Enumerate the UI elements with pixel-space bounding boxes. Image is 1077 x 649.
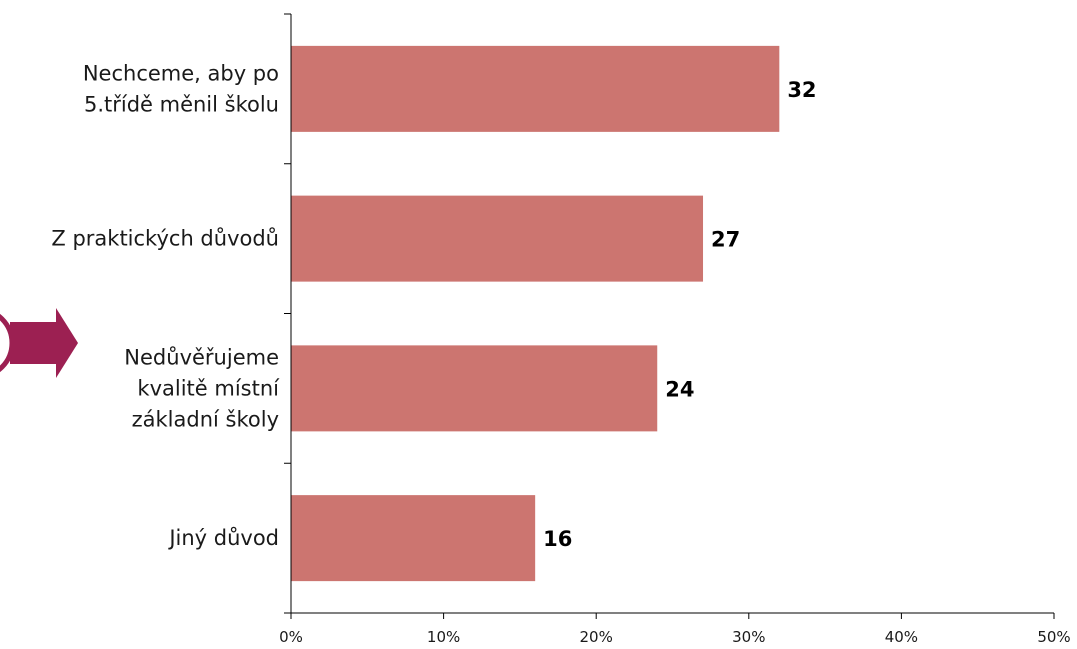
- x-tick-label: 50%: [1037, 628, 1070, 646]
- bar: [291, 345, 658, 432]
- x-tick-label: 0%: [279, 628, 303, 646]
- category-label-line: základní školy: [132, 407, 279, 431]
- axes: 0% 10% 20% 30% 40% 50%: [279, 13, 1071, 646]
- category-label: Nechceme, aby po 5.třídě měnil školu: [83, 61, 279, 116]
- category-label-line: Nechceme, aby po: [83, 61, 279, 85]
- arrow-head: [56, 308, 78, 378]
- value-label: 24: [665, 377, 694, 401]
- bar: [291, 495, 536, 582]
- bar: [291, 195, 704, 282]
- category-labels: Nechceme, aby po 5.třídě měnil školu Z pra…: [51, 61, 280, 550]
- category-label-line: kvalitě místní: [137, 376, 280, 400]
- category-label-line: Jiný důvod: [167, 526, 279, 550]
- value-label: 32: [787, 78, 816, 102]
- arrow-icon: [0, 308, 78, 378]
- bars-group: [291, 45, 780, 582]
- category-label: Z praktických důvodů: [51, 227, 279, 251]
- x-tick-label: 30%: [732, 628, 765, 646]
- category-label: Nedůvěřujeme kvalitě místní základní školy: [124, 345, 280, 431]
- arrow-ring: [0, 313, 15, 373]
- arrow-shaft: [10, 322, 56, 364]
- x-tick-label: 10%: [427, 628, 460, 646]
- value-label: 16: [543, 527, 572, 551]
- category-label-line: 5.třídě měnil školu: [84, 92, 279, 116]
- category-label-line: Z praktických důvodů: [51, 227, 279, 251]
- category-label-line: Nedůvěřujeme: [124, 345, 279, 369]
- value-labels: 32 27 24 16: [543, 78, 816, 551]
- x-tick-label: 20%: [580, 628, 613, 646]
- value-label: 27: [711, 228, 740, 252]
- x-tick-label: 40%: [885, 628, 918, 646]
- bar: [291, 45, 780, 132]
- category-label: Jiný důvod: [167, 526, 279, 550]
